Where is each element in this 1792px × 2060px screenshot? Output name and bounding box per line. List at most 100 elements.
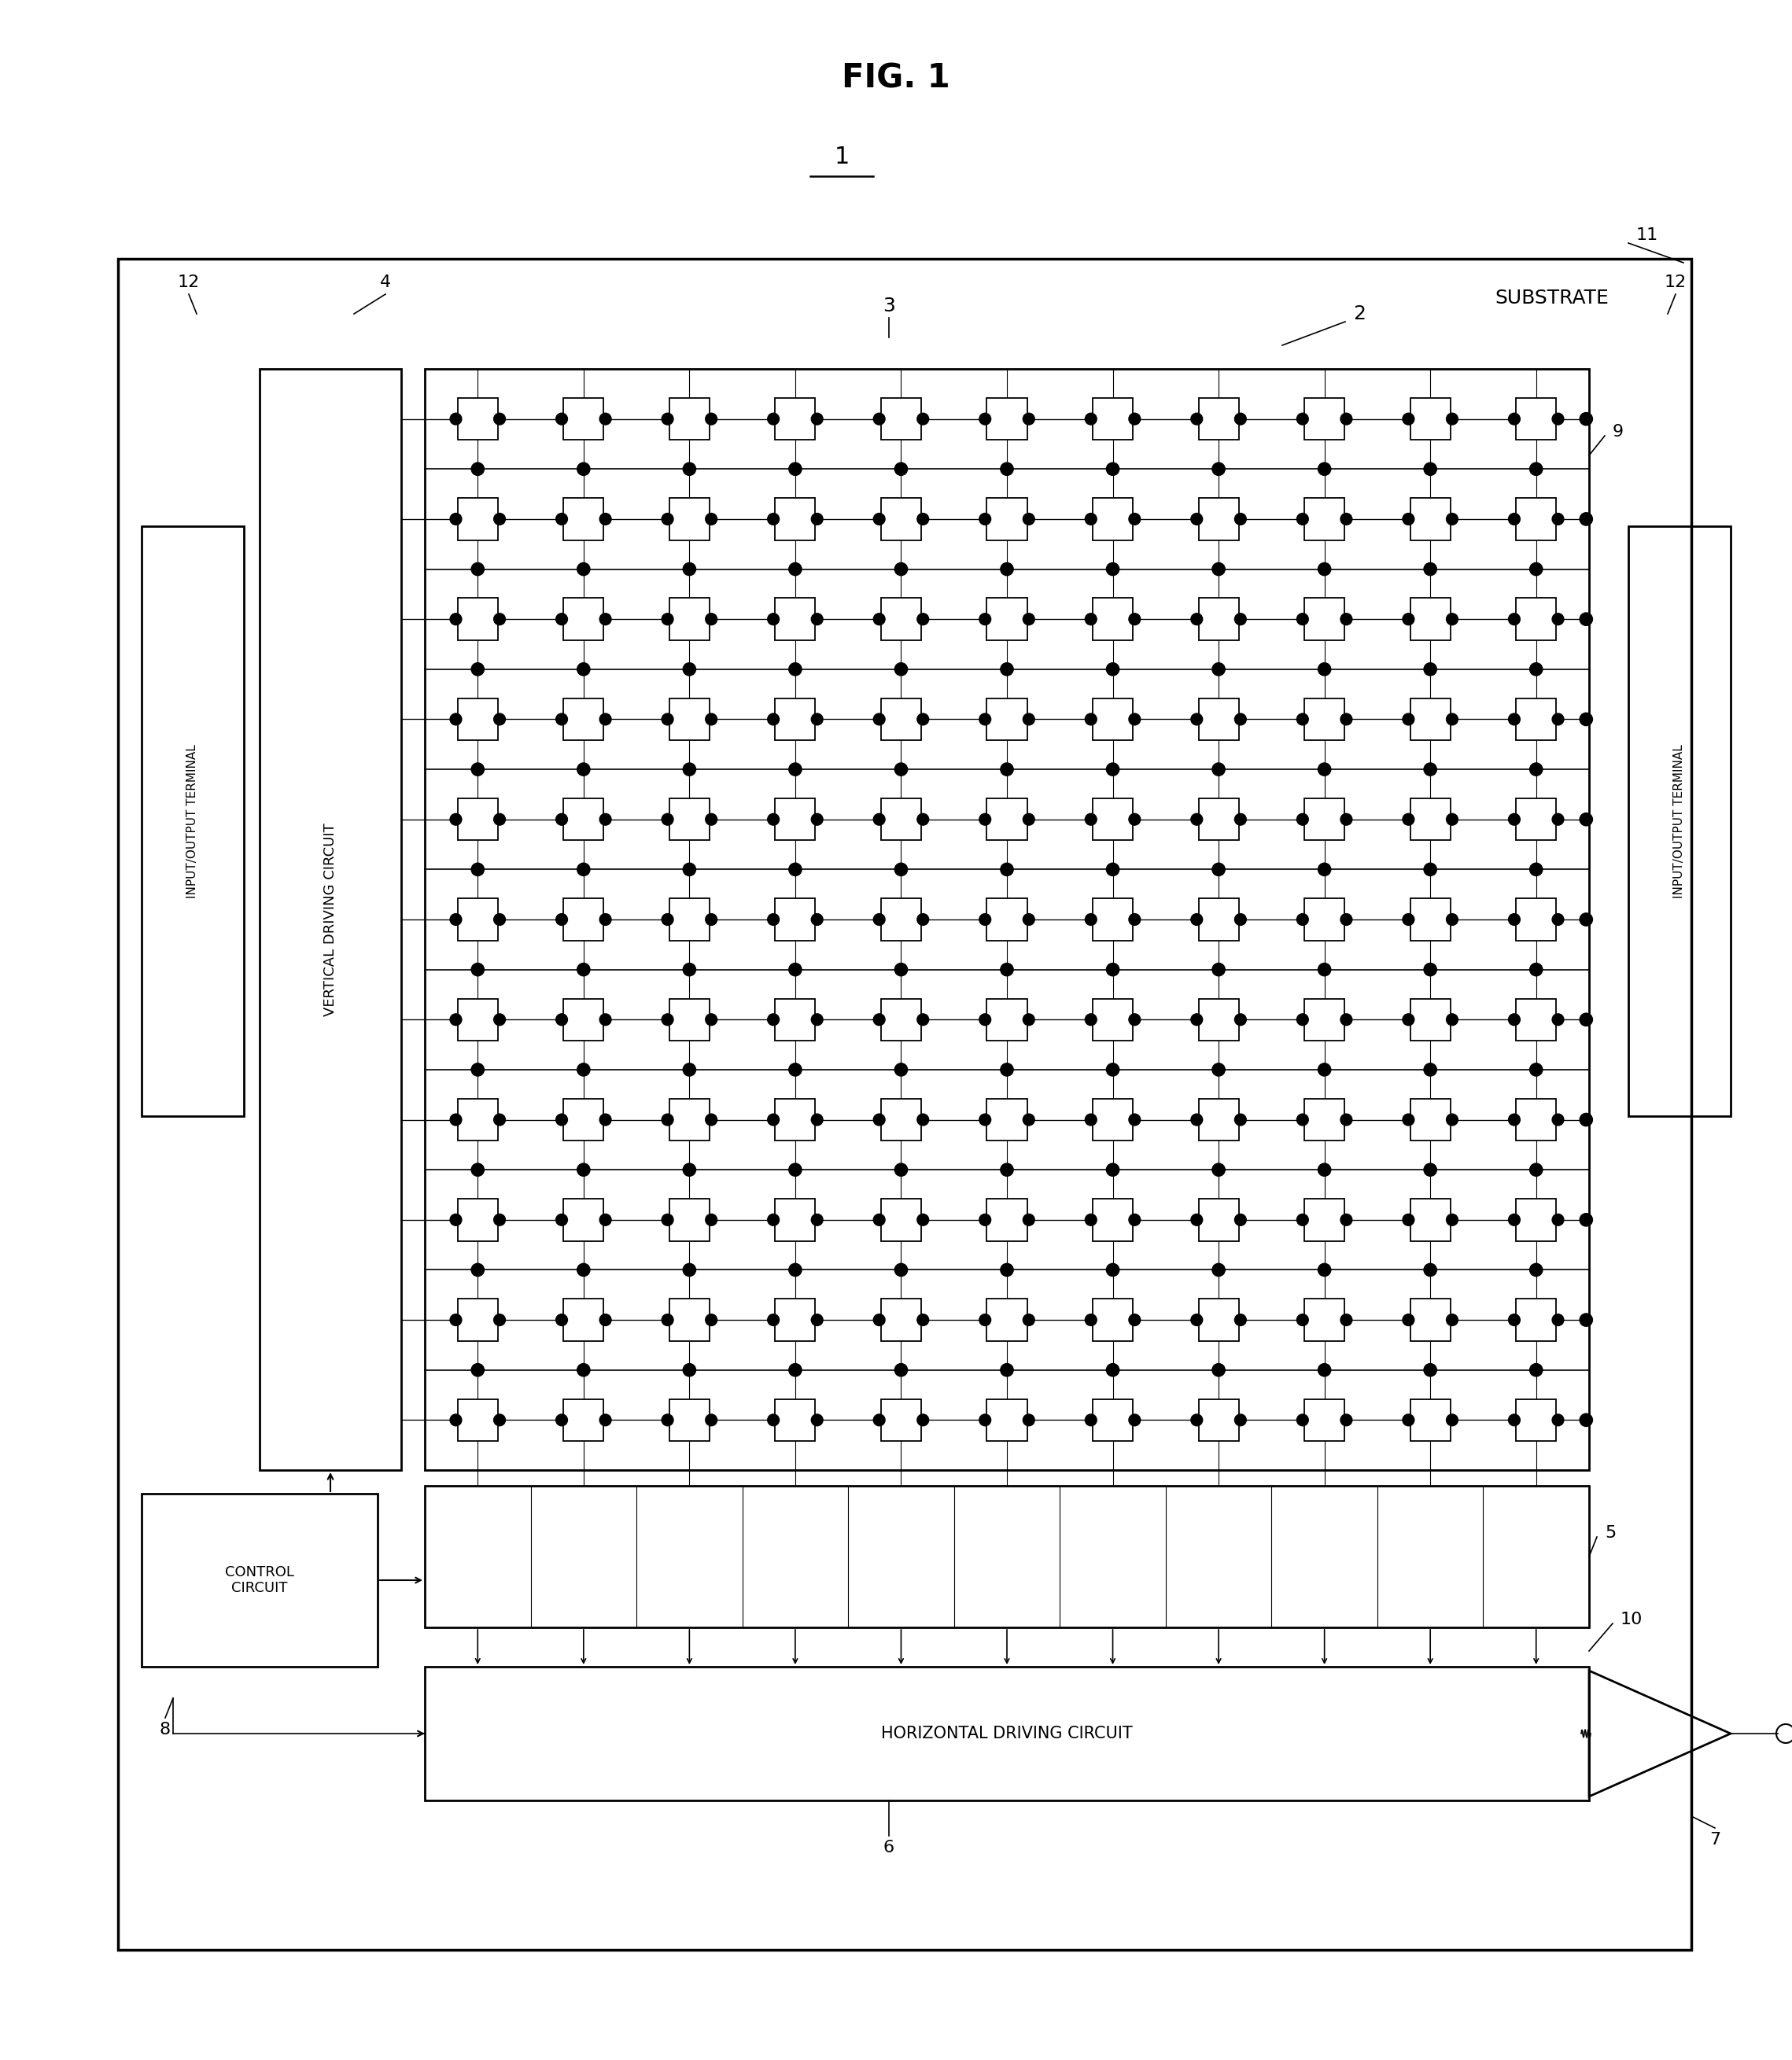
Bar — [776, 1098, 815, 1141]
Circle shape — [1023, 1314, 1034, 1327]
Circle shape — [1211, 1364, 1226, 1376]
Bar — [457, 999, 498, 1040]
Circle shape — [1000, 464, 1012, 476]
Circle shape — [577, 663, 590, 676]
Circle shape — [1581, 1014, 1593, 1026]
Circle shape — [706, 915, 717, 925]
Circle shape — [894, 1164, 907, 1176]
Circle shape — [556, 915, 568, 925]
Circle shape — [1235, 713, 1245, 725]
Circle shape — [1192, 614, 1202, 624]
Circle shape — [1023, 814, 1034, 826]
Circle shape — [495, 513, 505, 525]
Circle shape — [450, 513, 462, 525]
Circle shape — [1192, 915, 1202, 925]
Circle shape — [1192, 1114, 1202, 1125]
Bar — [1199, 898, 1238, 941]
Circle shape — [1340, 1415, 1353, 1426]
Bar — [776, 398, 815, 441]
Circle shape — [1235, 1114, 1245, 1125]
Circle shape — [683, 762, 695, 777]
Bar — [668, 1399, 710, 1442]
Bar — [1199, 1399, 1238, 1442]
Circle shape — [706, 1014, 717, 1026]
Circle shape — [450, 1314, 462, 1327]
Bar — [776, 1300, 815, 1341]
Bar — [1410, 398, 1450, 441]
Circle shape — [918, 1014, 928, 1026]
Circle shape — [1192, 1314, 1202, 1327]
Circle shape — [577, 964, 590, 976]
Circle shape — [1552, 713, 1564, 725]
Circle shape — [556, 513, 568, 525]
Circle shape — [661, 1213, 674, 1226]
Bar — [457, 1098, 498, 1141]
Circle shape — [1106, 1063, 1120, 1075]
Bar — [563, 1399, 604, 1442]
Circle shape — [600, 1014, 611, 1026]
Circle shape — [1106, 464, 1120, 476]
Circle shape — [873, 1314, 885, 1327]
Circle shape — [661, 414, 674, 424]
Circle shape — [873, 614, 885, 624]
Bar — [1093, 1199, 1133, 1240]
Circle shape — [1086, 1014, 1097, 1026]
Circle shape — [1129, 814, 1140, 826]
Circle shape — [812, 915, 823, 925]
Circle shape — [683, 663, 695, 676]
Bar — [882, 799, 921, 840]
Circle shape — [894, 562, 907, 575]
Circle shape — [1086, 1314, 1097, 1327]
Bar — [1093, 1300, 1133, 1341]
Circle shape — [1530, 1364, 1543, 1376]
Bar — [1410, 999, 1450, 1040]
Circle shape — [1509, 713, 1520, 725]
Circle shape — [1192, 1415, 1202, 1426]
Circle shape — [873, 1114, 885, 1125]
Bar — [142, 1494, 378, 1667]
Circle shape — [1581, 713, 1593, 725]
Circle shape — [1403, 1114, 1414, 1125]
Bar — [1410, 898, 1450, 941]
Circle shape — [1340, 414, 1353, 424]
Circle shape — [471, 1063, 484, 1075]
Circle shape — [812, 513, 823, 525]
Bar — [1199, 799, 1238, 840]
Bar — [563, 597, 604, 641]
Circle shape — [812, 414, 823, 424]
Circle shape — [1509, 1213, 1520, 1226]
Circle shape — [450, 614, 462, 624]
Bar — [1516, 799, 1555, 840]
Circle shape — [767, 1114, 780, 1125]
Circle shape — [495, 1014, 505, 1026]
Bar — [425, 1485, 1590, 1627]
Circle shape — [918, 713, 928, 725]
Circle shape — [661, 1014, 674, 1026]
Circle shape — [495, 814, 505, 826]
Bar — [457, 1300, 498, 1341]
Text: INPUT/OUTPUT TERMINAL: INPUT/OUTPUT TERMINAL — [1674, 744, 1686, 898]
Circle shape — [1403, 614, 1414, 624]
Circle shape — [706, 414, 717, 424]
Text: VERTICAL DRIVING CIRCUIT: VERTICAL DRIVING CIRCUIT — [323, 822, 337, 1016]
Circle shape — [1023, 1114, 1034, 1125]
Circle shape — [1086, 513, 1097, 525]
Circle shape — [978, 1415, 991, 1426]
Circle shape — [1211, 663, 1226, 676]
Circle shape — [1000, 762, 1012, 777]
Bar — [425, 1667, 1590, 1800]
Circle shape — [1297, 915, 1308, 925]
Circle shape — [1297, 1014, 1308, 1026]
Circle shape — [1530, 964, 1543, 976]
Circle shape — [661, 614, 674, 624]
Circle shape — [918, 1415, 928, 1426]
Circle shape — [1340, 814, 1353, 826]
Circle shape — [918, 614, 928, 624]
Circle shape — [1425, 1164, 1437, 1176]
Bar — [776, 1199, 815, 1240]
Circle shape — [1319, 663, 1331, 676]
Circle shape — [1086, 414, 1097, 424]
Circle shape — [978, 814, 991, 826]
Circle shape — [873, 1014, 885, 1026]
Bar — [563, 1300, 604, 1341]
